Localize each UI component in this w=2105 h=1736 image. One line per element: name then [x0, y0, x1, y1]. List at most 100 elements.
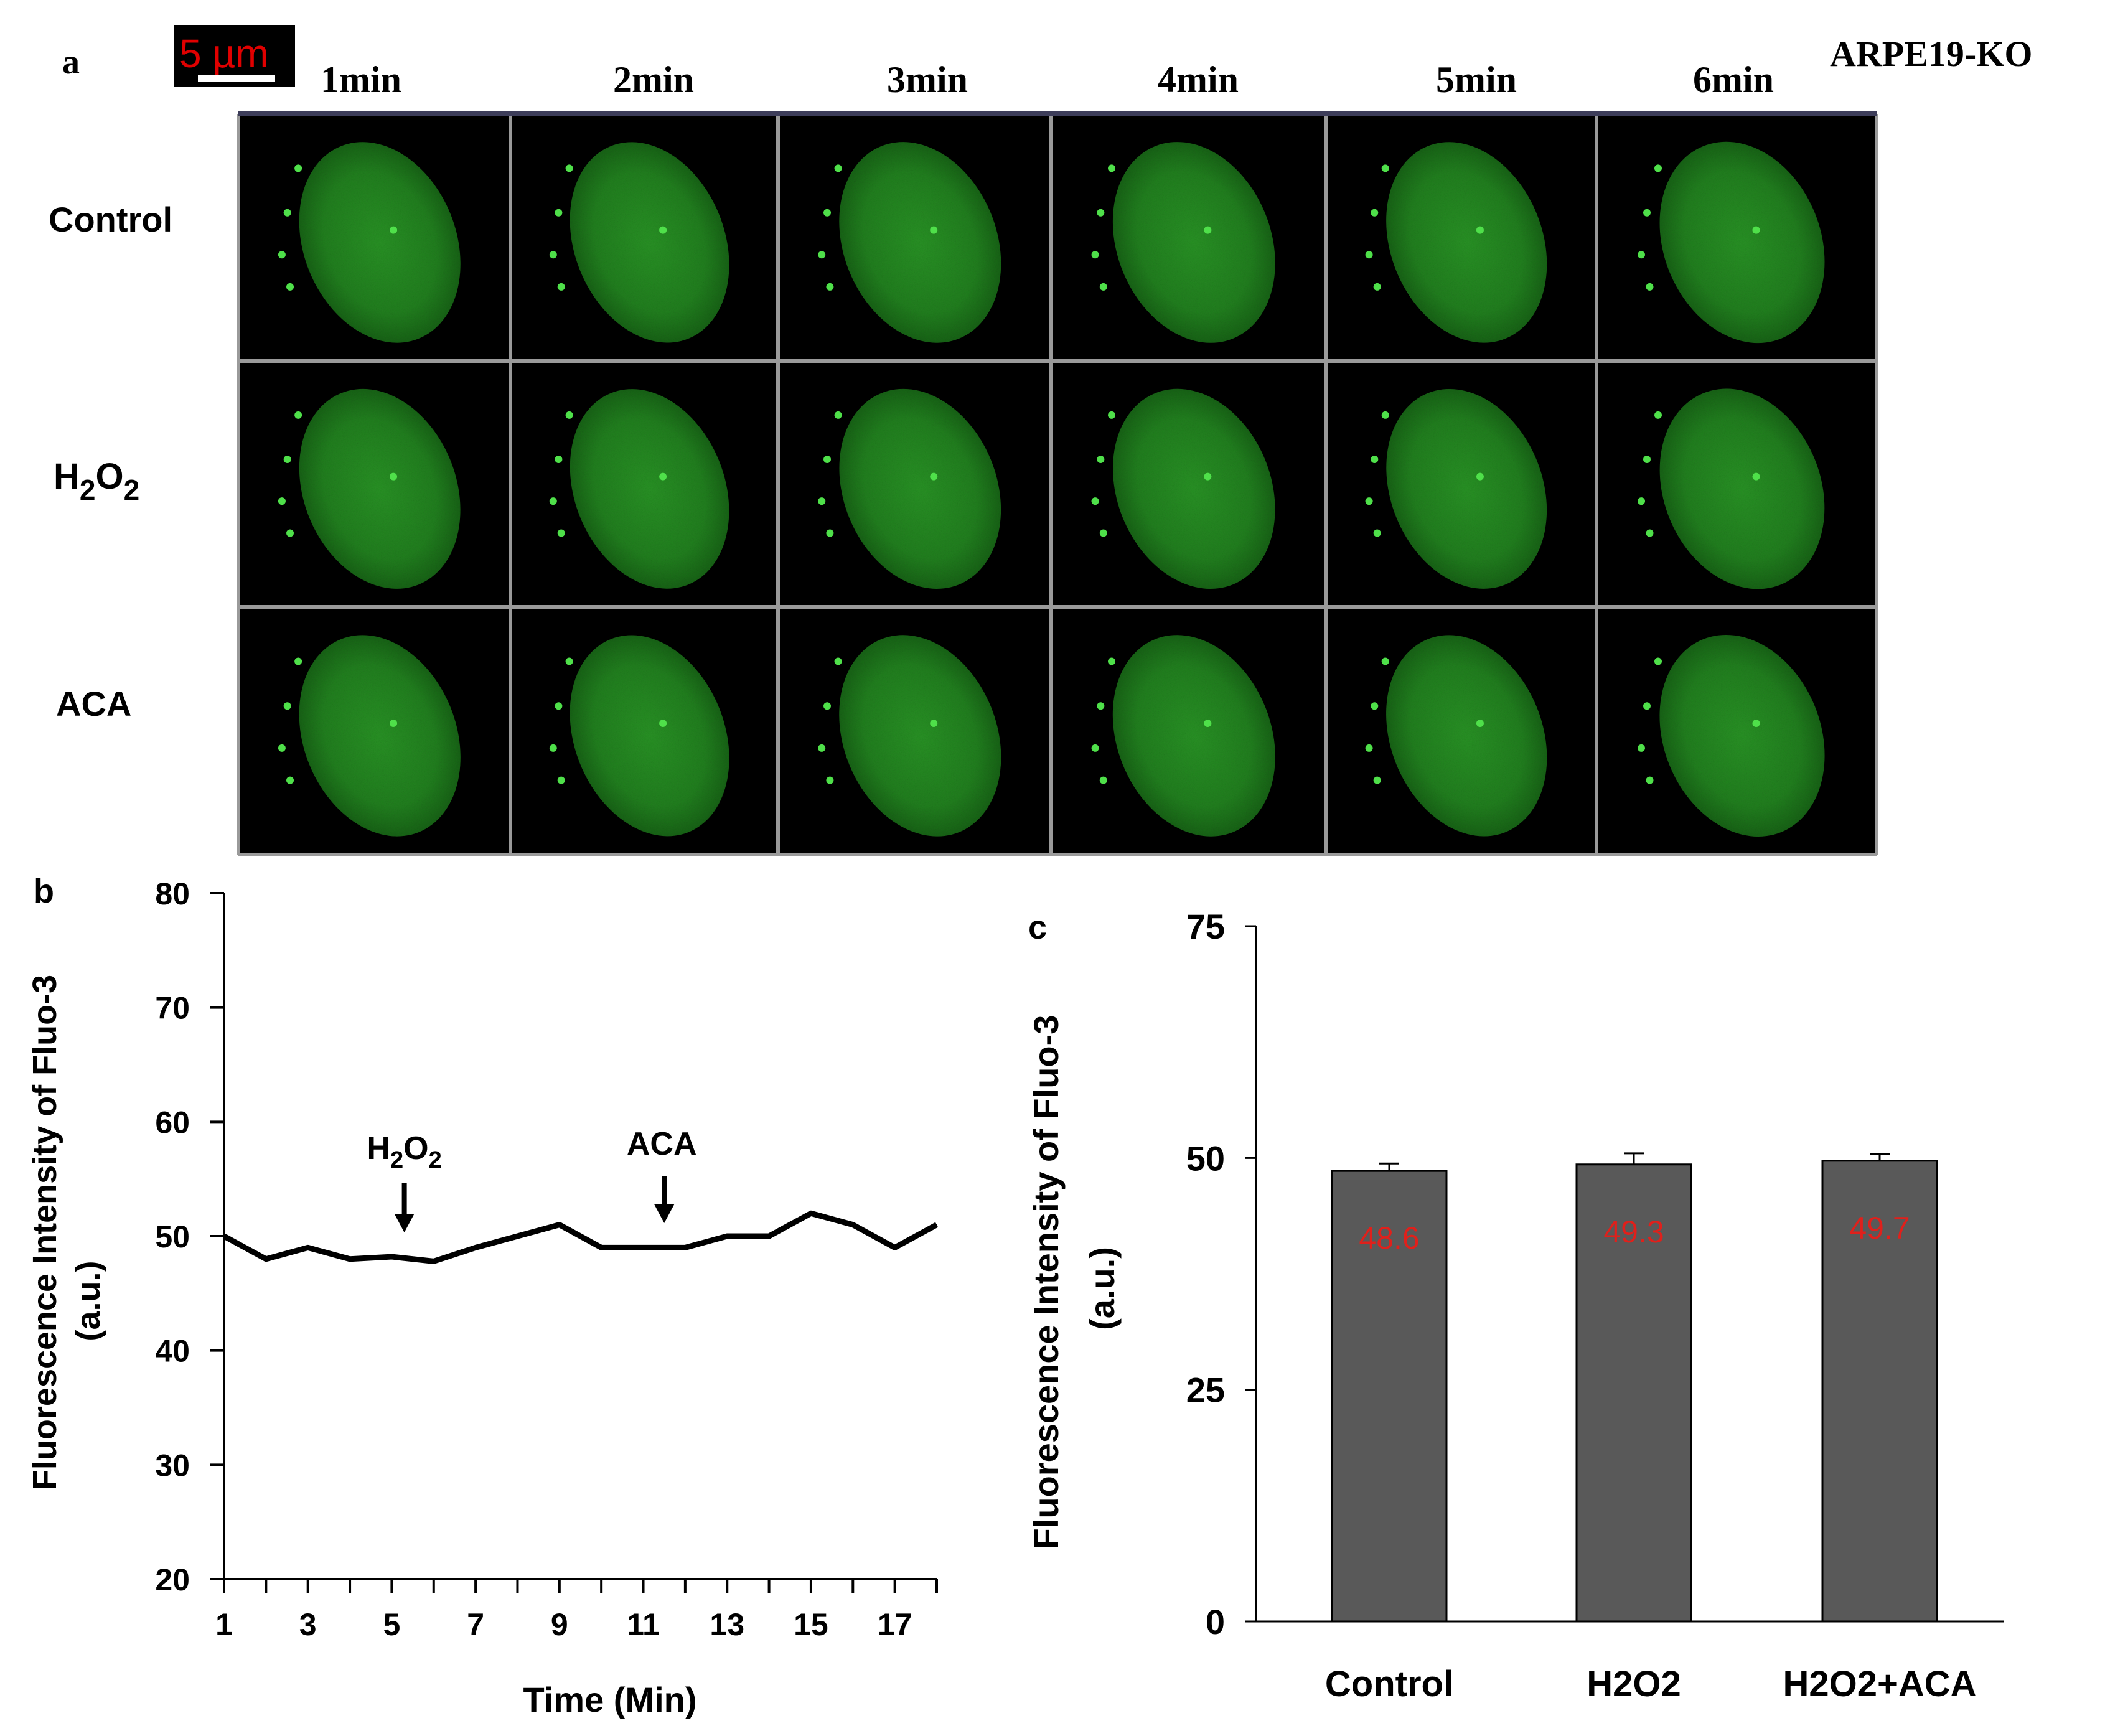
microscopy-tile — [1051, 361, 1326, 607]
chart-b-xlabel: Time (Min) — [523, 1680, 697, 1719]
fluorescent-puncta — [1371, 209, 1379, 217]
fluorescent-puncta — [834, 411, 842, 419]
microscopy-tile — [238, 114, 510, 361]
chart-b-x-tick-label: 3 — [299, 1607, 317, 1642]
panel-b-letter: b — [34, 873, 54, 910]
microscopy-tile — [778, 114, 1051, 361]
chart-b-x-tick-label: 7 — [467, 1607, 484, 1642]
fluorescent-puncta — [1097, 209, 1105, 217]
fluorescent-puncta — [1371, 456, 1379, 463]
fluorescent-puncta — [283, 209, 291, 217]
fluorescent-puncta — [1381, 164, 1389, 172]
fluorescent-puncta — [390, 472, 398, 481]
microscopy-tile — [1051, 607, 1326, 855]
time-label: 2min — [613, 59, 694, 100]
fluorescent-puncta — [1646, 776, 1654, 784]
microscopy-tile — [1596, 361, 1877, 607]
panel-a: a 5 µm ARPE19-KO 1min 2min 3min 4min 5min 6mi… — [49, 25, 2032, 856]
microscopy-tile — [1051, 114, 1326, 361]
fluorescent-puncta — [1381, 657, 1389, 665]
fluorescent-puncta — [549, 744, 557, 752]
row-label-h2o2: H2O2 — [54, 456, 139, 506]
fluorescent-puncta — [1091, 497, 1099, 505]
fluorescent-puncta — [1108, 657, 1116, 665]
chart-b-data-point — [768, 1236, 770, 1237]
annotation-aca: ACA — [627, 1126, 697, 1162]
chart-b-x-tick-label: 15 — [794, 1607, 828, 1642]
fluorescent-puncta — [818, 744, 826, 752]
fluorescent-puncta — [1752, 720, 1760, 728]
annotation-h2o2-arrowhead — [394, 1214, 415, 1232]
chart-c-category-label: H2O2+ACA — [1783, 1664, 1976, 1704]
time-label: 4min — [1158, 59, 1239, 100]
fluorescent-puncta — [1365, 744, 1373, 752]
fluorescent-puncta — [1204, 720, 1212, 728]
chart-b-data-point — [936, 1224, 937, 1226]
fluorescent-puncta — [390, 720, 398, 728]
fluorescent-puncta — [1091, 744, 1099, 752]
fluorescent-puncta — [278, 251, 286, 259]
chart-b-y-tick-label: 50 — [155, 1219, 190, 1254]
fluorescent-puncta — [1091, 251, 1099, 259]
fluorescent-puncta — [549, 497, 557, 505]
microscopy-tile — [1596, 114, 1877, 361]
chart-c-data-label: 49.7 — [1849, 1211, 1910, 1246]
fluorescent-puncta — [1643, 456, 1651, 463]
fluorescent-puncta — [294, 411, 302, 419]
chart-b-y-tick-label: 40 — [155, 1334, 190, 1369]
fluorescent-puncta — [1373, 283, 1381, 291]
fluorescent-puncta — [1097, 456, 1105, 463]
fluorescent-puncta — [659, 472, 667, 481]
fluorescent-puncta — [930, 472, 938, 481]
annotation-h2o2: H2O2 — [367, 1130, 441, 1173]
fluorescent-puncta — [659, 720, 667, 728]
fluorescent-puncta — [557, 529, 565, 537]
chart-b-data-point — [223, 1236, 225, 1237]
microscopy-tile — [1596, 607, 1877, 855]
chart-c-ylabel-line2: (a.u.) — [1082, 1247, 1122, 1330]
microscopy-tile — [1326, 607, 1596, 855]
fluorescent-puncta — [1752, 472, 1760, 481]
fluorescent-puncta — [826, 283, 834, 291]
fluorescent-puncta — [834, 657, 842, 665]
panel-c: c 0 25 50 75 48.6 Control 49.3 H2O2 49.7 H2O2+ACA… — [1026, 907, 2004, 1704]
microscopy-tile — [778, 607, 1051, 855]
chart-b-y-tick-label: 80 — [155, 876, 190, 911]
fluorescent-puncta — [1099, 283, 1107, 291]
chart-b-x-tick-label: 11 — [627, 1607, 660, 1642]
fluorescent-puncta — [1381, 411, 1389, 419]
chart-c-bar — [1821, 1160, 1938, 1623]
fluorescent-puncta — [826, 529, 834, 537]
microscopy-tile — [510, 361, 778, 607]
fluorescent-puncta — [1654, 411, 1662, 419]
fluorescent-puncta — [294, 164, 302, 172]
chart-b-data-point — [684, 1247, 686, 1249]
chart-b-data-point — [433, 1260, 434, 1262]
annotation-aca-arrowhead — [654, 1204, 675, 1223]
fluorescent-puncta — [823, 209, 832, 217]
fluorescent-puncta — [555, 456, 563, 463]
time-labels: 1min 2min 3min 4min 5min 6min — [321, 59, 1774, 100]
time-label: 3min — [887, 59, 968, 100]
chart-b-y-tick-label: 60 — [155, 1105, 190, 1140]
chart-c-data-label: 49.3 — [1603, 1214, 1664, 1249]
chart-b-data-point — [391, 1256, 393, 1258]
microscopy-tile — [778, 361, 1051, 607]
chart-b-data-point — [726, 1236, 728, 1237]
fluorescent-puncta — [826, 776, 834, 784]
chart-b-x-tick-label: 5 — [383, 1607, 401, 1642]
chart-b-ylabel-line2: (a.u.) — [70, 1261, 107, 1341]
fluorescent-puncta — [1476, 720, 1484, 728]
chart-c-bar — [1331, 1170, 1448, 1623]
bar-chart: 0 25 50 75 48.6 Control 49.3 H2O2 49.7 H2O2+ACA — [1186, 907, 2004, 1704]
chart-b-y-tick-label: 30 — [155, 1448, 190, 1483]
row-label-control: Control — [49, 200, 172, 239]
fluorescent-puncta — [1752, 226, 1760, 234]
fluorescent-puncta — [1643, 702, 1651, 710]
chart-c-y-tick-label: 0 — [1206, 1602, 1225, 1641]
chart-b-x-tick-label: 1 — [215, 1607, 233, 1642]
chart-c-category-label: H2O2 — [1587, 1664, 1681, 1704]
row-label-aca: ACA — [56, 684, 131, 723]
